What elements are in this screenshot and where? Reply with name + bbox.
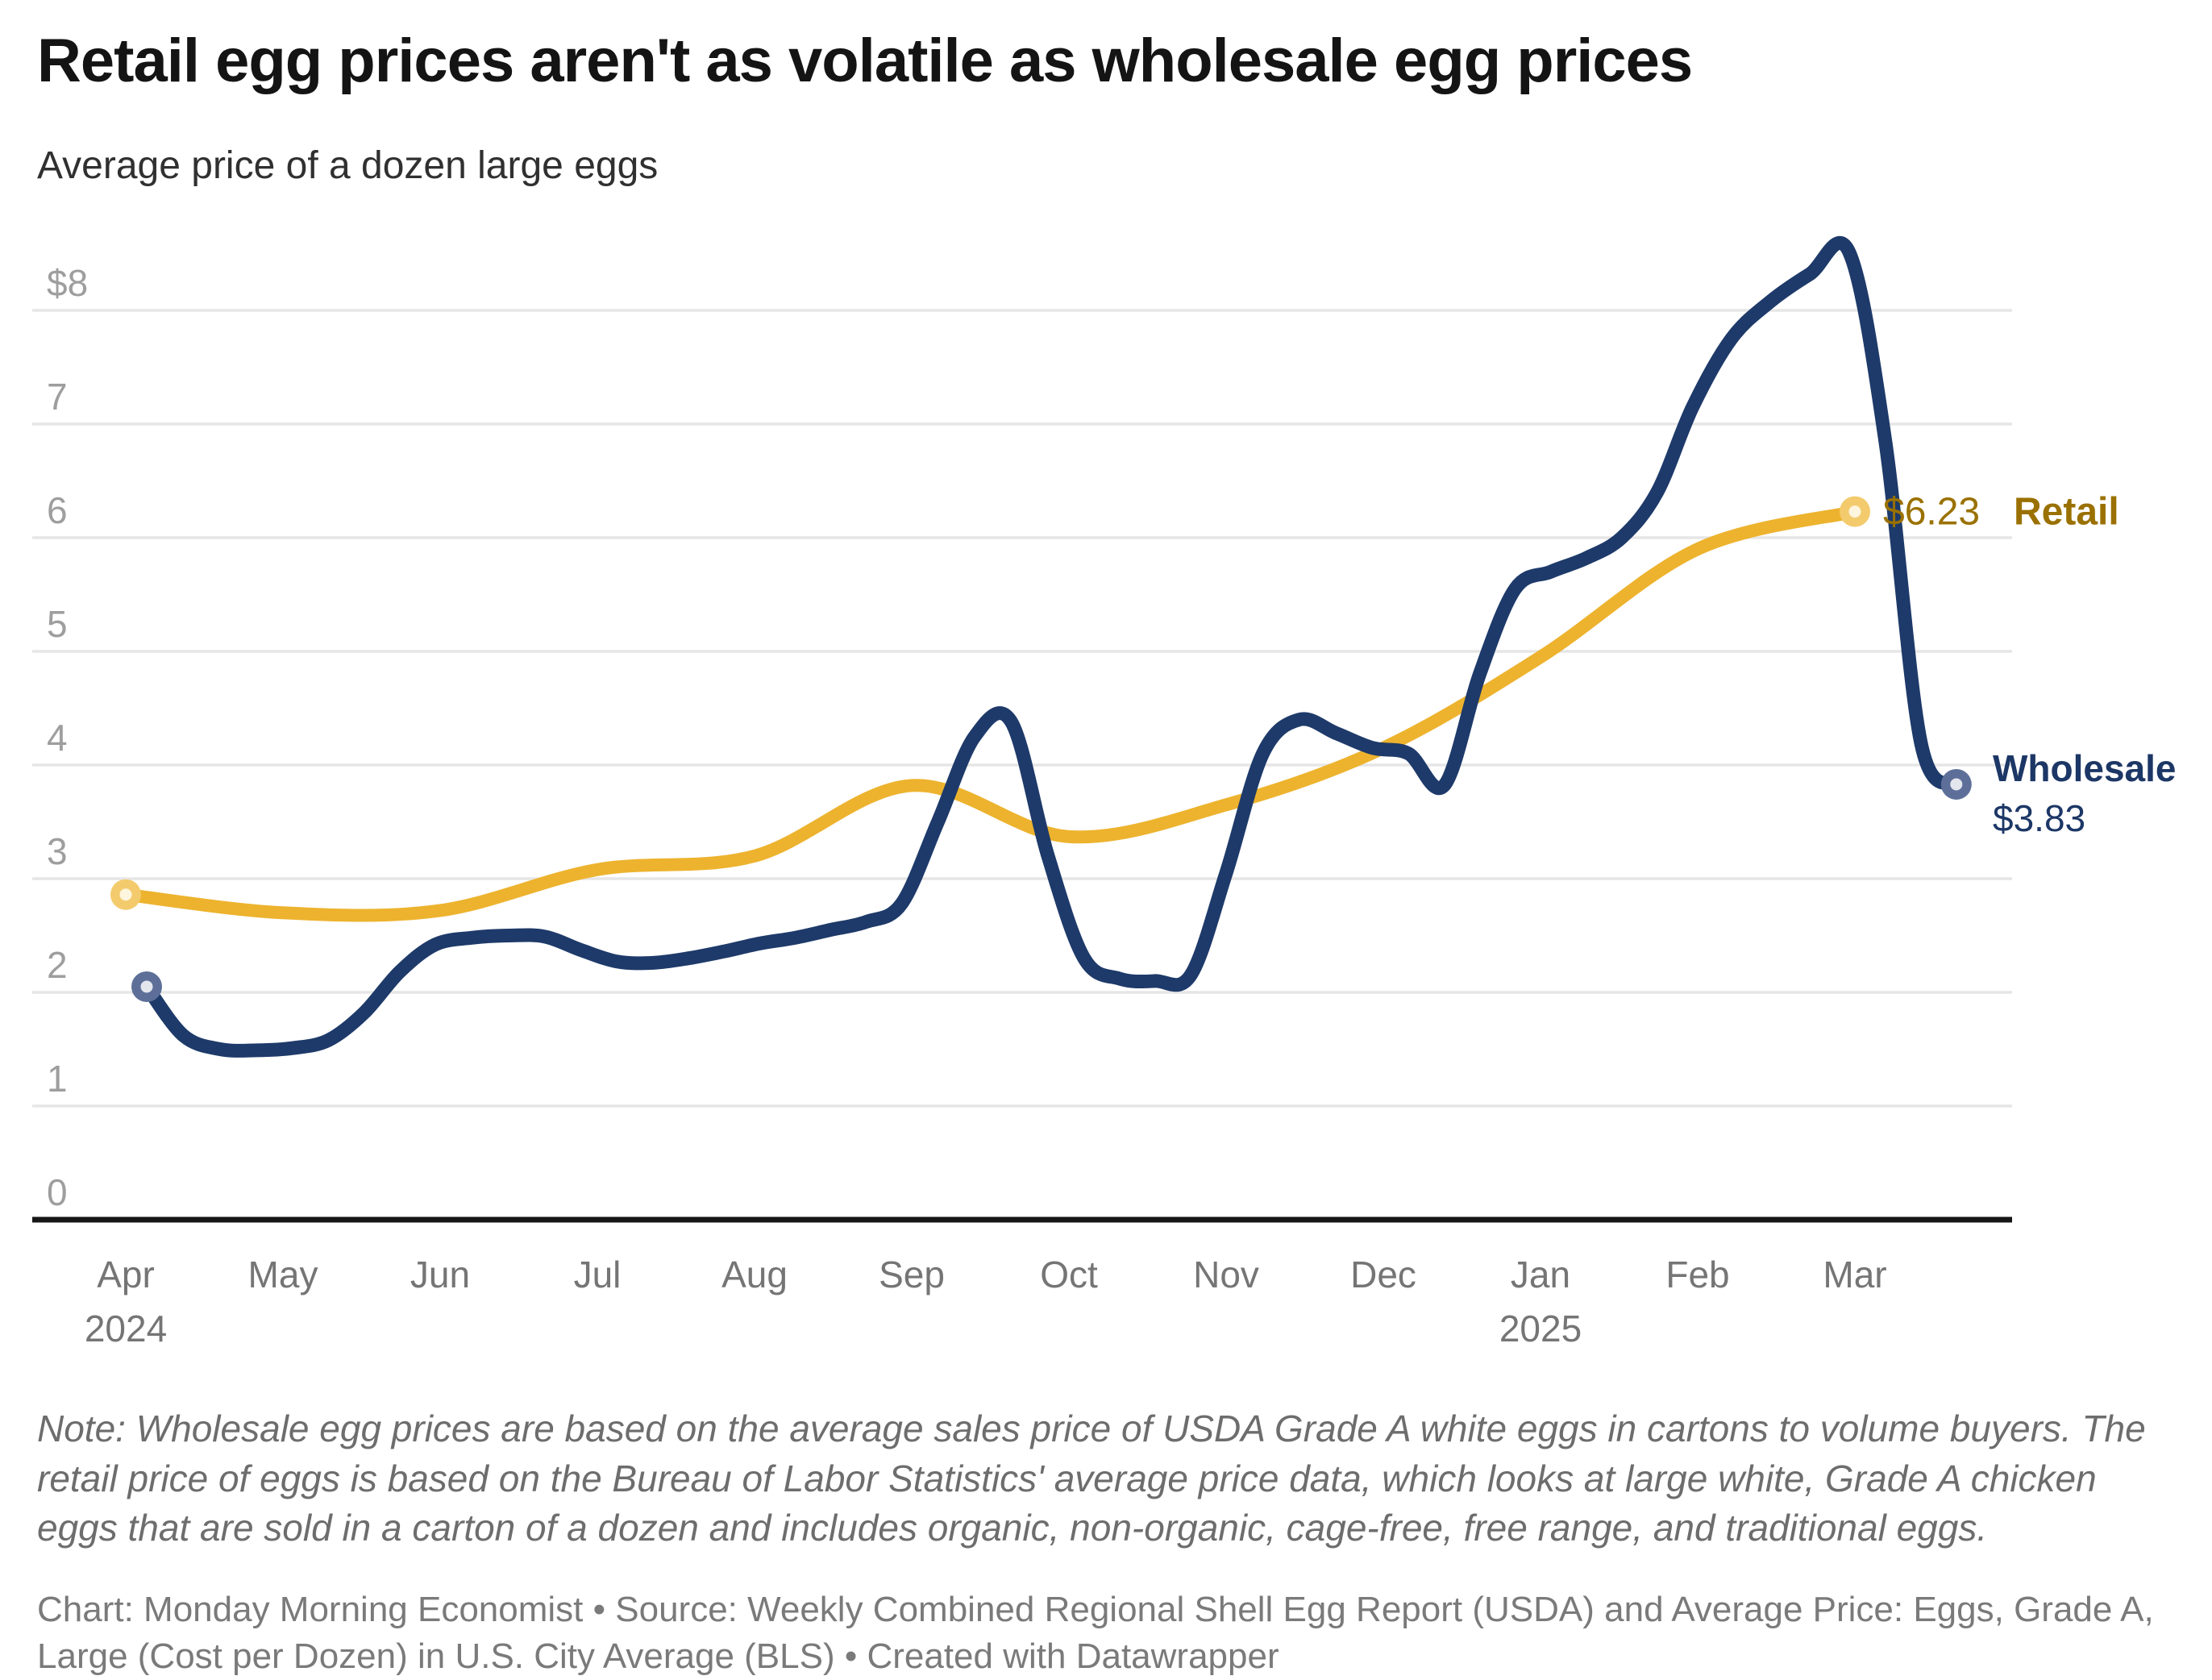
wholesale-series-label: Wholesale [1993,747,2177,789]
x-axis-label: Oct [1040,1254,1098,1295]
x-axis-label: Jun [410,1254,470,1295]
y-axis-label: $8 [47,262,88,304]
wholesale-start-dot-core [140,980,153,993]
y-axis-label: 7 [47,376,68,418]
retail-series-label: Retail [2014,491,2119,534]
retail-value-label: $6.23 [1883,491,1980,534]
x-axis-label: Jan [1511,1254,1570,1295]
y-axis-label: 6 [47,489,68,531]
y-axis-label: 3 [47,830,68,872]
x-axis-year-label: 2024 [85,1308,167,1349]
y-axis-label: 2 [47,944,68,986]
x-axis-label: Nov [1193,1254,1259,1295]
wholesale-end-dot-core [1950,778,1963,791]
retail-end-dot-core [1848,505,1861,518]
x-axis-label: Aug [721,1254,788,1295]
x-axis-label: Apr [97,1254,155,1295]
chart-credit: Chart: Monday Morning Economist • Source… [37,1590,2154,1677]
x-axis-year-label: 2025 [1499,1308,1582,1349]
y-axis-label: 0 [47,1171,68,1213]
chart-subtitle: Average price of a dozen large eggs [37,144,659,187]
x-axis-label: Jul [574,1254,622,1295]
y-axis-label: 1 [47,1058,68,1100]
y-axis-label: 4 [47,717,68,759]
x-axis-label: Feb [1665,1254,1729,1295]
y-axis-label: 5 [47,603,68,645]
wholesale-value-label: $3.83 [1993,797,2085,839]
x-axis-label: May [248,1254,318,1295]
x-axis-label: Sep [879,1254,945,1295]
chart-note: Note: Wholesale egg prices are based on … [37,1408,2146,1549]
retail-start-dot-core [119,888,132,901]
x-axis-label: Dec [1350,1254,1416,1295]
wholesale-line [139,235,1964,1058]
page-title: Retail egg prices aren't as volatile as … [37,27,1693,95]
retail-line [119,505,1861,922]
x-axis-label: Mar [1823,1254,1886,1295]
